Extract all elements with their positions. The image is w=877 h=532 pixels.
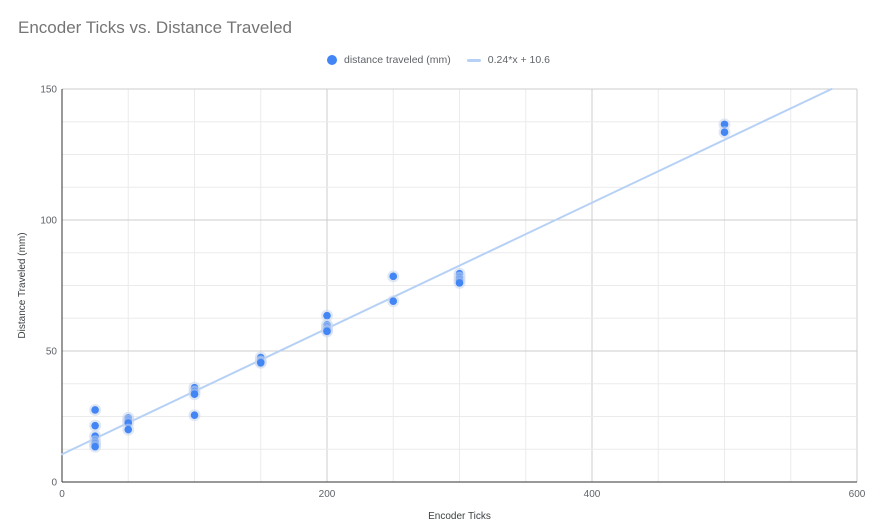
axes [61, 89, 857, 483]
legend-label-trendline: 0.24*x + 10.6 [487, 54, 550, 66]
y-tick-label: 100 [40, 216, 57, 227]
x-tick-label: 0 [59, 489, 65, 500]
x-tick-label: 600 [849, 489, 866, 500]
legend-line-icon [466, 58, 481, 62]
legend-item-distance[interactable]: distance traveled (mm) [327, 54, 451, 66]
data-point[interactable] [190, 411, 199, 419]
y-tick-label: 150 [40, 85, 57, 96]
data-point[interactable] [389, 272, 398, 281]
x-tick-label: 400 [584, 489, 601, 500]
chart-legend: distance traveled (mm) 0.24*x + 10.6 [0, 54, 877, 66]
data-point[interactable] [720, 120, 729, 129]
chart-title: Encoder Ticks vs. Distance Traveled [18, 18, 293, 37]
legend-item-trendline[interactable]: 0.24*x + 10.6 [466, 54, 550, 66]
data-point[interactable] [323, 327, 331, 336]
data-point[interactable] [389, 297, 398, 306]
data-point[interactable] [91, 421, 99, 430]
y-tick-label: 50 [46, 347, 58, 358]
legend-label-distance: distance traveled (mm) [344, 54, 451, 66]
y-tick-label: 0 [51, 478, 57, 489]
x-tick-label: 200 [319, 489, 336, 500]
data-point[interactable] [256, 358, 265, 367]
data-point[interactable] [455, 279, 464, 287]
y-axis-title: Distance Traveled (mm) [17, 232, 28, 338]
trendline-layer [61, 88, 833, 456]
legend-dot-icon [327, 55, 337, 65]
data-point[interactable] [91, 406, 99, 414]
data-point[interactable] [190, 390, 199, 399]
data-points [89, 118, 731, 453]
data-point[interactable] [91, 442, 99, 451]
x-axis-title: Encoder Ticks [428, 511, 491, 522]
tick-labels: 0 200 400 600 0 50 100 150 [40, 85, 865, 501]
data-point[interactable] [323, 311, 331, 320]
trendline [61, 88, 833, 456]
data-point[interactable] [124, 425, 133, 434]
data-point[interactable] [720, 128, 729, 137]
